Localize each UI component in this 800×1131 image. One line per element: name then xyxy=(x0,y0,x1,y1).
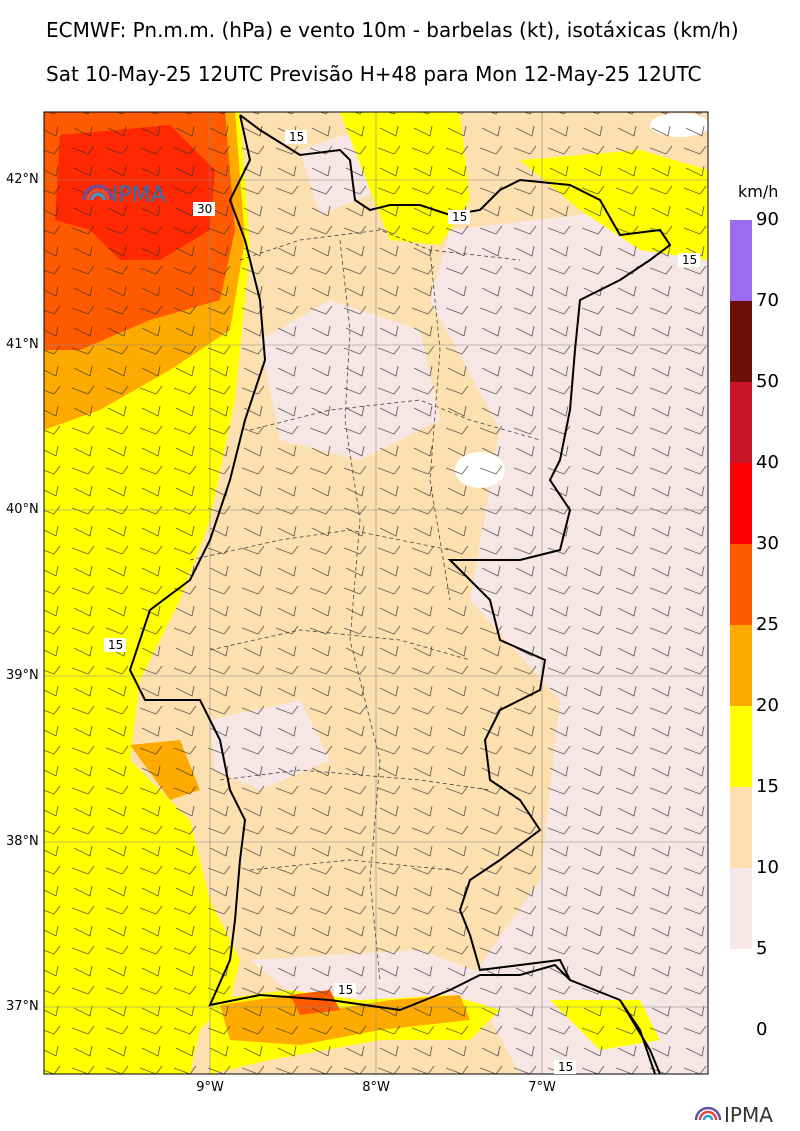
lat-label: 39°N xyxy=(6,668,39,683)
colorbar-tick: 50 xyxy=(756,371,779,392)
colorbar-tick: 15 xyxy=(756,776,779,797)
lon-label: 9°W xyxy=(196,1080,224,1095)
contour-label: 15 xyxy=(558,1060,573,1074)
lon-label: 7°W xyxy=(528,1080,556,1095)
map-title: ECMWF: Pn.m.m. (hPa) e vento 10m - barbe… xyxy=(46,18,739,42)
svg-text:IPMA: IPMA xyxy=(112,183,166,208)
contour-label: 15 xyxy=(682,253,697,267)
colorbar-tick: 70 xyxy=(756,290,779,311)
lat-label: 37°N xyxy=(6,999,39,1014)
colorbar-tick: 30 xyxy=(756,533,779,554)
colorbar-unit: km/h xyxy=(738,182,779,201)
lon-label: 8°W xyxy=(362,1080,390,1095)
colorbar-tick: 25 xyxy=(756,614,779,635)
contour-label: 15 xyxy=(452,210,467,224)
contour-label: 15 xyxy=(289,130,304,144)
colorbar-tick: 40 xyxy=(756,452,779,473)
lat-label: 42°N xyxy=(6,172,39,187)
portugal-outline xyxy=(128,114,672,1074)
colorbar xyxy=(730,220,752,949)
wind-speed-field xyxy=(44,112,708,1074)
svg-text:IPMA: IPMA xyxy=(724,1103,773,1127)
lat-label: 38°N xyxy=(6,834,39,849)
ipma-logo: IPMA xyxy=(694,1103,773,1127)
ipma-watermark: IPMA xyxy=(82,183,166,208)
colorbar-tick: 10 xyxy=(756,857,779,878)
map-subtitle: Sat 10-May-25 12UTC Previsão H+48 para M… xyxy=(46,62,702,86)
lat-label: 41°N xyxy=(6,337,39,352)
colorbar-tick: 0 xyxy=(756,1019,768,1040)
colorbar-tick: 5 xyxy=(756,938,768,959)
lat-label: 40°N xyxy=(6,502,39,517)
colorbar-tick: 90 xyxy=(756,209,779,230)
contour-label: 30 xyxy=(197,202,212,216)
contour-label: 15 xyxy=(108,638,123,652)
colorbar-tick: 20 xyxy=(756,695,779,716)
contour-label: 15 xyxy=(338,983,353,997)
